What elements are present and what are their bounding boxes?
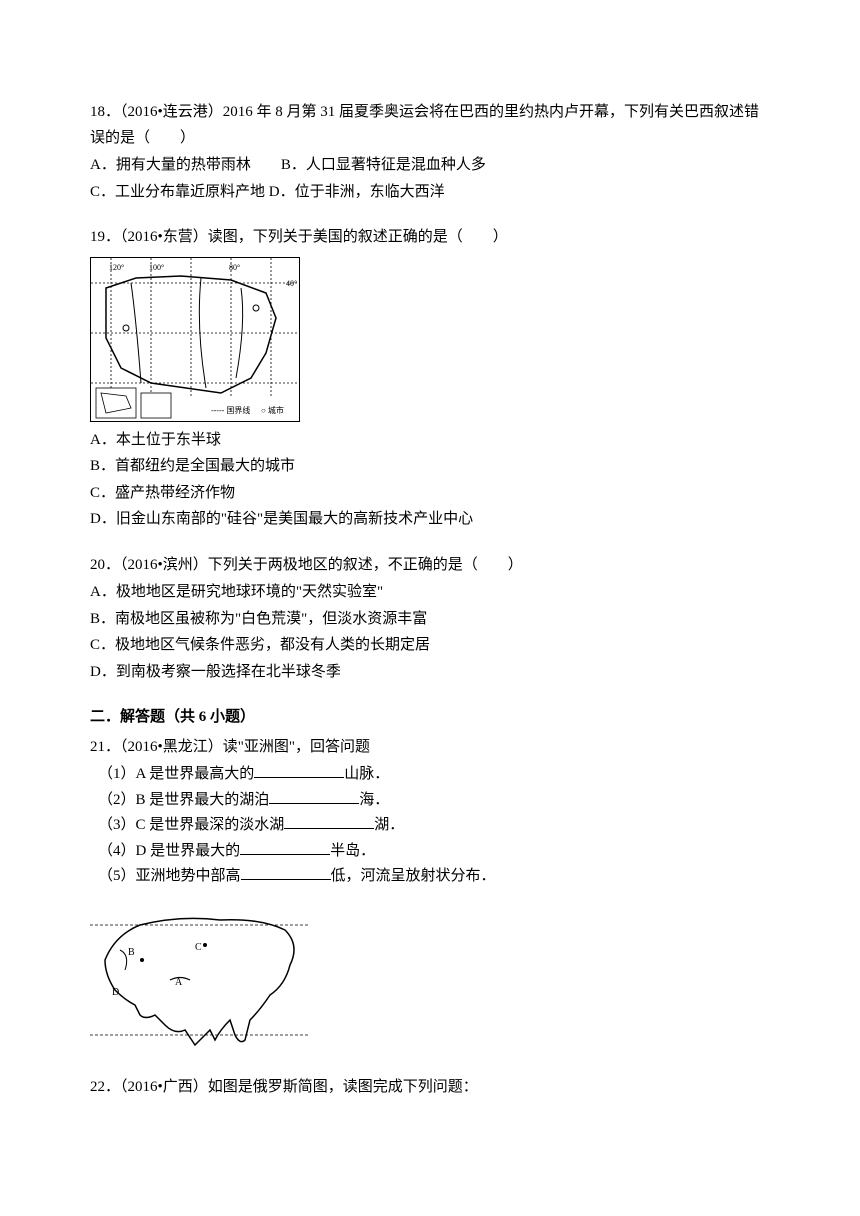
q21-sub4-b: 半岛．: [330, 843, 375, 859]
q21-sub5: （5）亚洲地势中部高 低，河流呈放射状分布．: [98, 864, 770, 890]
blank-input[interactable]: [254, 763, 344, 778]
q21-sub5-b: 低，河流呈放射状分布．: [331, 868, 496, 884]
q21-sub4-a: （4）D 是世界最大的: [98, 843, 240, 859]
q18-options-cd: C．工业分布靠近原料产地 D．位于非洲，东临大西洋: [90, 180, 770, 206]
q21-sub5-a: （5）亚洲地势中部高: [98, 868, 241, 884]
q22-stem: 22．（2016•广西）如图是俄罗斯简图，读图完成下列问题：: [90, 1075, 770, 1101]
q21-sub3-b: 湖．: [374, 817, 404, 833]
q20-opt-c: C．极地地区气候条件恶劣，都没有人类的长期定居: [90, 633, 770, 659]
section-2-header: 二．解答题（共 6 小题）: [90, 705, 770, 731]
q21-stem: 21．（2016•黑龙江）读"亚洲图"，回答问题: [90, 735, 770, 761]
q19-opt-d: D．旧金山东南部的"硅谷"是美国最大的高新技术产业中心: [90, 507, 770, 533]
blank-input[interactable]: [241, 865, 331, 880]
svg-text:○ 城市: ○ 城市: [261, 405, 284, 415]
svg-text:B: B: [128, 947, 135, 958]
question-22: 22．（2016•广西）如图是俄罗斯简图，读图完成下列问题：: [90, 1075, 770, 1101]
asia-map-image: B C A D: [90, 900, 310, 1055]
blank-input[interactable]: [269, 789, 359, 804]
q18-options-ab: A．拥有大量的热带雨林 B．人口显著特征是混血种人多: [90, 153, 770, 179]
svg-text:120°: 120°: [109, 263, 124, 272]
q21-sub1: （1）A 是世界最高大的 山脉．: [98, 762, 770, 788]
question-18: 18．（2016•连云港）2016 年 8 月第 31 届夏季奥运会将在巴西的里…: [90, 100, 770, 205]
q21-sub1-b: 山脉．: [344, 766, 389, 782]
q19-stem: 19．（2016•东营）读图，下列关于美国的叙述正确的是（ ）: [90, 225, 770, 251]
q20-opt-b: B．南极地区虽被称为"白色荒漠"，但淡水资源丰富: [90, 607, 770, 633]
svg-text:C: C: [195, 942, 202, 953]
svg-text:80°: 80°: [229, 263, 240, 272]
q20-opt-d: D．到南极考察一般选择在北半球冬季: [90, 660, 770, 686]
svg-text:D: D: [112, 987, 119, 998]
blank-input[interactable]: [240, 840, 330, 855]
question-21: 21．（2016•黑龙江）读"亚洲图"，回答问题 （1）A 是世界最高大的 山脉．…: [90, 735, 770, 1055]
svg-text:----- 国界线: ----- 国界线: [211, 405, 250, 415]
q19-opt-a: A．本土位于东半球: [90, 428, 770, 454]
q21-sub2-b: 海．: [359, 792, 389, 808]
question-20: 20．（2016•滨州）下列关于两极地区的叙述，不正确的是（ ） A．极地地区是…: [90, 553, 770, 686]
q19-opt-c: C．盛产热带经济作物: [90, 481, 770, 507]
q18-opt-d: D．位于非洲，东临大西洋: [269, 184, 445, 200]
q18-stem: 18．（2016•连云港）2016 年 8 月第 31 届夏季奥运会将在巴西的里…: [90, 100, 770, 151]
q18-opt-b: B．人口显著特征是混血种人多: [281, 157, 486, 173]
svg-text:A: A: [175, 977, 183, 988]
q20-opt-a: A．极地地区是研究地球环境的"天然实验室": [90, 580, 770, 606]
q18-opt-c: C．工业分布靠近原料产地: [90, 184, 265, 200]
q18-opt-a: A．拥有大量的热带雨林: [90, 157, 251, 173]
q21-sub2-a: （2）B 是世界最大的湖泊: [98, 792, 269, 808]
svg-text:40°: 40°: [286, 279, 297, 288]
blank-input[interactable]: [284, 814, 374, 829]
q21-sub3-a: （3）C 是世界最深的淡水湖: [98, 817, 284, 833]
usa-map-image: 120° 100° 80° 40° 180° 160° ----- 国界线 ○ …: [90, 257, 300, 422]
q21-sub4: （4）D 是世界最大的 半岛．: [98, 839, 770, 865]
q21-sub3: （3）C 是世界最深的淡水湖 湖．: [98, 813, 770, 839]
question-19: 19．（2016•东营）读图，下列关于美国的叙述正确的是（ ） 120° 100…: [90, 225, 770, 533]
svg-text:100°: 100°: [149, 263, 164, 272]
q21-sub2: （2）B 是世界最大的湖泊 海．: [98, 788, 770, 814]
q21-sub1-a: （1）A 是世界最高大的: [98, 766, 254, 782]
q19-opt-b: B．首都纽约是全国最大的城市: [90, 454, 770, 480]
q20-stem: 20．（2016•滨州）下列关于两极地区的叙述，不正确的是（ ）: [90, 553, 770, 579]
